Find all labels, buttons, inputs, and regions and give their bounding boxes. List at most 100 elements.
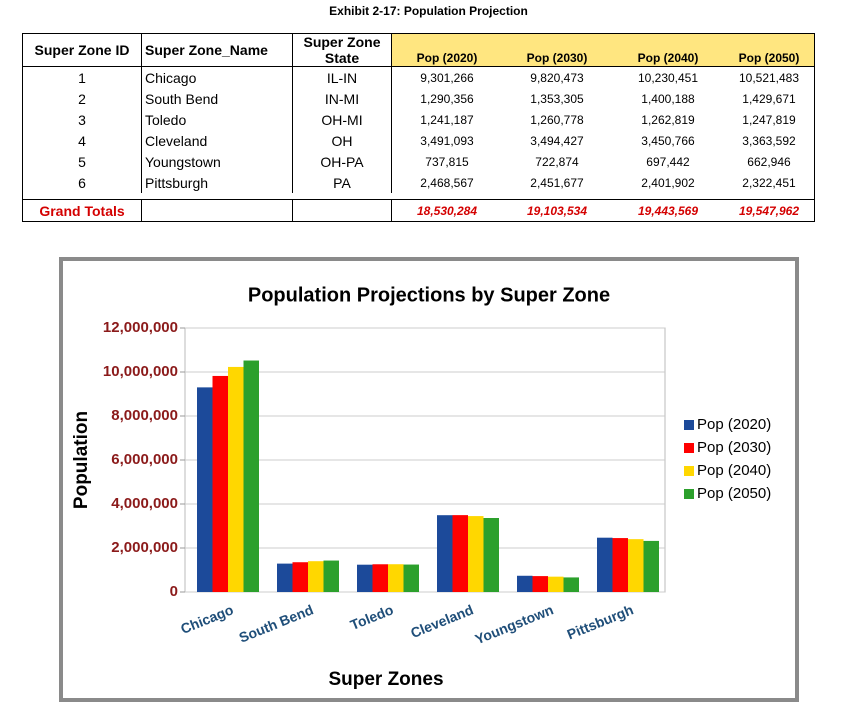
- bar: [372, 564, 388, 592]
- legend-swatch: [684, 443, 694, 453]
- table-cell: 9,301,266: [420, 70, 474, 85]
- table-cell: 1: [22, 66, 142, 88]
- table-cell: 737,815: [425, 154, 469, 169]
- y-tick-label: 6,000,000: [111, 451, 178, 468]
- total-value: 19,443,569: [612, 199, 724, 222]
- total-value: 19,547,962: [724, 199, 815, 222]
- bar: [612, 538, 628, 592]
- bar: [483, 518, 499, 592]
- column-header: Super Zone_Name: [141, 33, 293, 67]
- legend-label: Pop (2050): [697, 485, 771, 502]
- table-cell: 3: [22, 109, 142, 130]
- table-cell: 2,401,902: [641, 175, 695, 190]
- bar: [197, 387, 213, 592]
- bar: [357, 564, 373, 592]
- table-cell: 722,874: [535, 154, 579, 169]
- table-cell: 5: [22, 151, 142, 172]
- legend-label: Pop (2020): [697, 416, 771, 433]
- bar: [452, 515, 468, 592]
- table-cell: 1,353,305: [530, 91, 584, 106]
- bar: [548, 576, 564, 592]
- column-header: Pop (2040): [612, 33, 724, 67]
- bar: [437, 515, 453, 592]
- table-cell: 1,260,778: [530, 112, 584, 127]
- table-cell: 10,230,451: [637, 70, 699, 85]
- table-cell: 1,262,819: [641, 112, 695, 127]
- bar: [643, 540, 659, 592]
- table-row: 4 Cleveland OH 3,491,093 3,494,427 3,450,766 3…: [22, 130, 815, 151]
- totals-label: Grand Totals: [22, 199, 142, 222]
- table-cell: 1,429,671: [742, 91, 796, 106]
- table-cell: 4: [22, 130, 142, 151]
- table-cell: PA: [292, 172, 392, 193]
- table-cell: Pittsburgh: [141, 172, 293, 193]
- table-cell: OH-PA: [292, 151, 392, 172]
- y-tick-label: 10,000,000: [103, 363, 178, 380]
- legend-swatch: [684, 466, 694, 476]
- table-cell: 3,491,093: [420, 133, 474, 148]
- table-cell: Toledo: [141, 109, 293, 130]
- table-cell: IL-IN: [292, 66, 392, 88]
- chart-title: Population Projections by Super Zone: [248, 284, 610, 306]
- exhibit-title: Exhibit 2-17: Population Projection: [329, 4, 528, 18]
- table-cell: 1,400,188: [641, 91, 695, 106]
- legend-swatch: [684, 420, 694, 430]
- table-cell: 3,363,592: [742, 133, 796, 148]
- y-axis-label: Population: [71, 411, 92, 509]
- table-cell: 1,247,819: [742, 112, 796, 127]
- total-value: 18,530,284: [391, 199, 502, 222]
- table-cell: 1,241,187: [420, 112, 474, 127]
- bar: [308, 561, 324, 592]
- table-cell: Cleveland: [141, 130, 293, 151]
- column-header: Pop (2030): [502, 33, 612, 67]
- totals-row: Grand Totals 18,530,284 19,103,534 19,443,5…: [22, 199, 815, 222]
- blank-cell: [141, 199, 293, 222]
- column-header: Pop (2020): [391, 33, 502, 67]
- bar: [277, 563, 293, 592]
- bar: [597, 537, 613, 592]
- total-value: 19,103,534: [502, 199, 612, 222]
- bar: [212, 375, 228, 592]
- column-header: Pop (2050): [724, 33, 815, 67]
- x-axis-label: Super Zones: [328, 669, 443, 690]
- table-cell: 662,946: [747, 154, 791, 169]
- bar: [292, 562, 308, 592]
- table-cell: Chicago: [141, 66, 293, 88]
- table-cell: Youngstown: [141, 151, 293, 172]
- y-tick-label: 4,000,000: [111, 495, 178, 512]
- bar: [468, 516, 484, 592]
- y-tick-label: 12,000,000: [103, 319, 178, 336]
- population-table: Super Zone ID Super Zone_Name Super Zone S…: [22, 33, 815, 222]
- table-cell: 2,451,677: [530, 175, 584, 190]
- table-cell: 6: [22, 172, 142, 193]
- bar: [628, 539, 644, 592]
- table-row: 5 Youngstown OH-PA 737,815 722,874 697,442 662…: [22, 151, 815, 172]
- table-cell: OH: [292, 130, 392, 151]
- table-row: 6 Pittsburgh PA 2,468,567 2,451,677 2,401,902…: [22, 172, 815, 193]
- table-cell: 3,494,427: [530, 133, 584, 148]
- legend-label: Pop (2030): [697, 439, 771, 456]
- table-cell: IN-MI: [292, 88, 392, 109]
- table-cell: 1,290,356: [420, 91, 474, 106]
- table-cell: 9,820,473: [530, 70, 584, 85]
- table-cell: OH-MI: [292, 109, 392, 130]
- table-row: 2 South Bend IN-MI 1,290,356 1,353,305 1,400,…: [22, 88, 815, 109]
- y-tick-label: 8,000,000: [111, 407, 178, 424]
- table-row: 3 Toledo OH-MI 1,241,187 1,260,778 1,262,819 1…: [22, 109, 815, 130]
- bar: [517, 575, 533, 592]
- bar: [228, 366, 244, 592]
- table-cell: 2,468,567: [420, 175, 474, 190]
- bar: [243, 360, 259, 592]
- y-tick-label: 0: [170, 583, 178, 600]
- column-header: Super Zone ID: [22, 33, 142, 67]
- table-cell: 10,521,483: [738, 70, 800, 85]
- table-cell: 2,322,451: [742, 175, 796, 190]
- legend-swatch: [684, 489, 694, 499]
- table-cell: South Bend: [141, 88, 293, 109]
- blank-cell: [292, 199, 392, 222]
- table-cell: 3,450,766: [641, 133, 695, 148]
- bar: [532, 576, 548, 592]
- legend-label: Pop (2040): [697, 462, 771, 479]
